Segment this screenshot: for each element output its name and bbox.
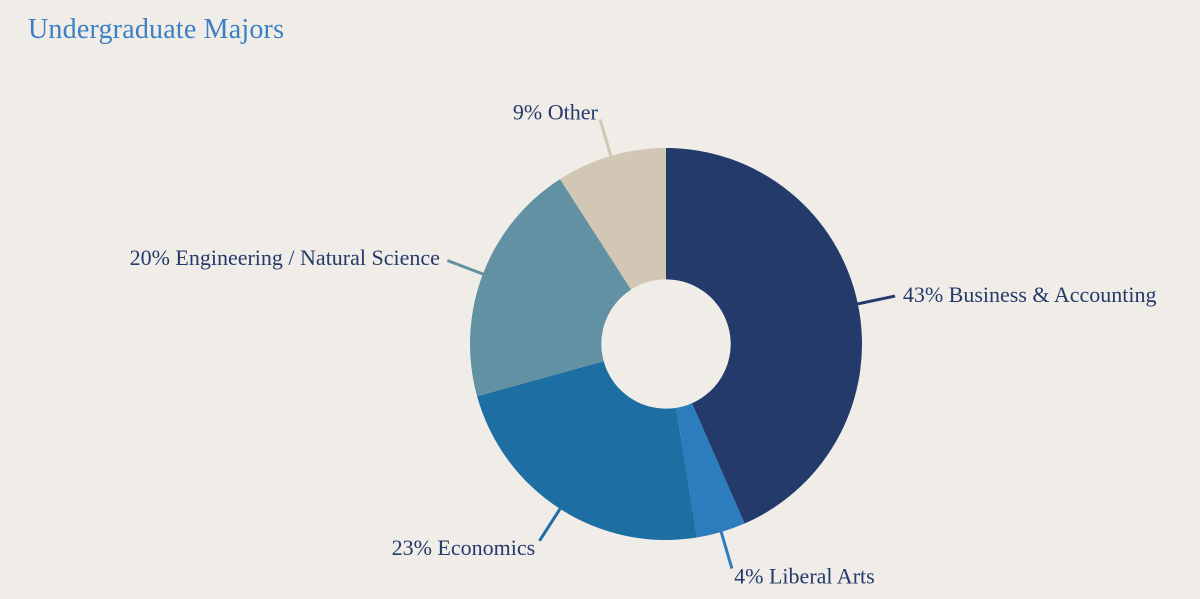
pie-slice-economics[interactable] xyxy=(477,361,697,540)
slice-label-engineering-natural-science: 20% Engineering / Natural Science xyxy=(130,245,440,270)
pie-slice-other[interactable] xyxy=(560,148,666,290)
pie-slice-engineering-natural-science[interactable] xyxy=(470,179,632,397)
slice-label-economics: 23% Economics xyxy=(392,535,536,560)
slice-label-other: 9% Other xyxy=(513,99,599,124)
chart-title: Undergraduate Majors xyxy=(28,14,285,45)
slice-label-liberal-arts: 4% Liberal Arts xyxy=(734,564,875,589)
slice-label-business-accounting: 43% Business & Accounting xyxy=(903,282,1157,307)
leader-line-engineering-natural-science xyxy=(446,259,491,279)
leader-line-economics xyxy=(538,501,566,542)
leader-line-other xyxy=(598,119,615,165)
pie-slice-business-accounting[interactable] xyxy=(666,148,863,524)
pie-slice-liberal-arts[interactable] xyxy=(676,403,745,538)
leader-line-liberal-arts xyxy=(717,523,734,569)
leader-line-business-accounting xyxy=(849,294,896,307)
